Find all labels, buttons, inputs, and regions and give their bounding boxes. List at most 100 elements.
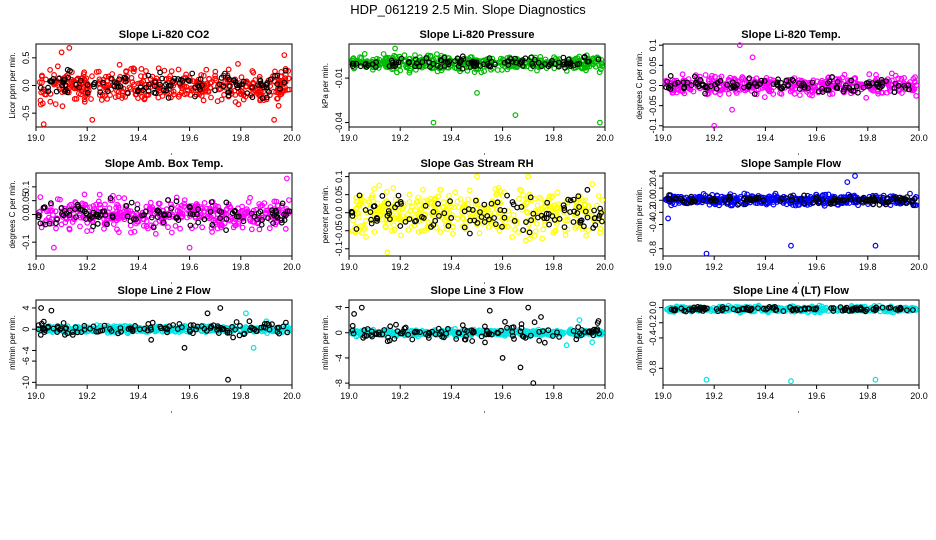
data-point xyxy=(165,94,172,101)
x-tick-label: 19.4 xyxy=(130,133,148,143)
data-point xyxy=(530,217,537,224)
data-point xyxy=(209,221,216,228)
data-point xyxy=(837,79,843,85)
data-point xyxy=(724,200,730,207)
data-point xyxy=(195,219,202,226)
data-point xyxy=(167,73,174,79)
data-point xyxy=(583,211,590,218)
data-point xyxy=(247,327,253,334)
data-point xyxy=(203,328,210,334)
data-point xyxy=(435,200,442,207)
data-point xyxy=(96,201,103,208)
data-point xyxy=(240,218,247,225)
data-point xyxy=(58,205,65,212)
data-point xyxy=(589,181,596,188)
data-point xyxy=(131,66,138,72)
data-point xyxy=(279,200,286,207)
data-point xyxy=(77,77,84,84)
data-point xyxy=(494,199,501,206)
data-point xyxy=(461,201,468,208)
data-point xyxy=(392,204,398,211)
data-point xyxy=(116,61,123,68)
data-point xyxy=(592,63,599,70)
data-point xyxy=(517,186,523,193)
x-tick-label: 19.4 xyxy=(130,262,148,272)
data-point xyxy=(457,58,464,65)
data-point xyxy=(392,63,399,69)
y-tick-label: -8 xyxy=(334,379,344,387)
data-point xyxy=(57,326,63,333)
data-point xyxy=(526,229,533,236)
x-tick-label: 19.0 xyxy=(340,262,358,272)
data-point xyxy=(597,205,603,212)
data-point xyxy=(599,196,606,203)
y-tick-label: 0.2 xyxy=(648,182,658,195)
data-point xyxy=(71,95,78,102)
data-point xyxy=(263,84,270,91)
data-point-outlier xyxy=(852,173,858,179)
data-point xyxy=(61,205,68,212)
data-point xyxy=(119,92,126,99)
data-point xyxy=(252,87,259,94)
data-point xyxy=(170,91,177,98)
data-point xyxy=(848,77,855,84)
data-point xyxy=(117,83,124,90)
data-point xyxy=(174,207,181,214)
data-point xyxy=(45,84,51,91)
data-point xyxy=(285,75,292,82)
data-point xyxy=(123,68,129,74)
data-point xyxy=(562,64,568,71)
data-point xyxy=(856,196,863,203)
y-tick-label: 0.0 xyxy=(21,79,31,92)
data-point xyxy=(165,82,172,89)
data-point xyxy=(256,73,263,80)
y-tick-label: -0.4 xyxy=(648,330,658,346)
data-point xyxy=(518,206,525,213)
data-point xyxy=(383,63,390,69)
data-point xyxy=(132,323,139,329)
data-point xyxy=(482,323,488,330)
data-point xyxy=(544,199,551,206)
x-tick-label: 19.0 xyxy=(654,391,672,401)
data-point xyxy=(223,215,230,222)
y-tick-label: -0.4 xyxy=(648,217,658,233)
data-point-outlier xyxy=(250,344,257,351)
x-tick-label: 19.8 xyxy=(859,262,877,272)
data-point xyxy=(664,306,671,313)
data-point xyxy=(734,201,741,208)
data-point xyxy=(223,199,230,206)
data-point xyxy=(598,61,605,67)
data-point xyxy=(397,214,403,221)
data-point xyxy=(266,79,273,85)
data-point xyxy=(840,88,847,95)
data-point xyxy=(405,226,412,233)
data-point xyxy=(562,217,568,224)
data-point xyxy=(181,200,188,207)
data-point xyxy=(165,224,171,231)
data-point xyxy=(431,203,437,210)
y-axis-label: ml/min per min. xyxy=(635,315,644,370)
data-point xyxy=(349,212,356,219)
data-point xyxy=(370,61,376,67)
data-point xyxy=(582,64,589,71)
x-tick-label: 19.6 xyxy=(808,391,826,401)
data-point xyxy=(37,220,44,227)
data-point xyxy=(140,222,147,229)
data-point xyxy=(258,324,265,331)
data-point xyxy=(682,198,688,205)
data-point xyxy=(371,186,378,192)
data-point xyxy=(595,318,602,324)
data-point xyxy=(201,199,208,206)
data-point-outlier xyxy=(788,242,794,249)
data-point xyxy=(760,197,767,204)
data-point xyxy=(218,224,224,231)
data-point xyxy=(530,210,537,217)
data-point xyxy=(869,87,875,93)
data-point xyxy=(709,72,715,79)
data-point xyxy=(64,66,71,73)
data-point xyxy=(226,203,233,210)
chart-title: Slope Li-820 CO2 xyxy=(119,29,209,41)
data-point-outlier xyxy=(474,89,480,96)
data-point xyxy=(208,94,214,101)
data-point xyxy=(61,77,67,83)
